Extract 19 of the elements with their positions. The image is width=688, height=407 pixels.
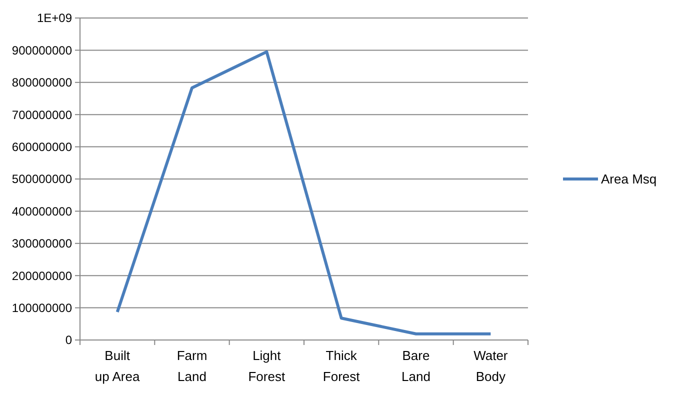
y-tick-label: 100000000 bbox=[12, 301, 72, 315]
y-tick-label: 200000000 bbox=[12, 268, 72, 283]
x-tick-label: Bare Land bbox=[402, 348, 430, 384]
y-tick-label: 0 bbox=[65, 333, 72, 348]
y-tick-label: 900000000 bbox=[12, 43, 72, 58]
x-tick-label: Thick Forest bbox=[322, 348, 360, 384]
y-tick-label: 700000000 bbox=[12, 108, 72, 122]
line-series bbox=[116, 50, 492, 336]
legend-label: Area Msq bbox=[601, 172, 657, 187]
x-tick-label: Water Body bbox=[474, 348, 508, 384]
y-tick-label: 400000000 bbox=[12, 204, 72, 218]
y-tick-label: 300000000 bbox=[12, 236, 72, 251]
x-tick-label: Farm Land bbox=[176, 348, 208, 384]
y-tick-label: 1E+09 bbox=[36, 11, 72, 26]
x-tick-label: Built up Area bbox=[94, 348, 141, 384]
y-tick-label: 800000000 bbox=[12, 76, 72, 90]
y-tick-label: 500000000 bbox=[12, 172, 72, 186]
x-tick-label: Light Forest bbox=[248, 348, 286, 384]
y-tick-label: 600000000 bbox=[12, 140, 72, 154]
